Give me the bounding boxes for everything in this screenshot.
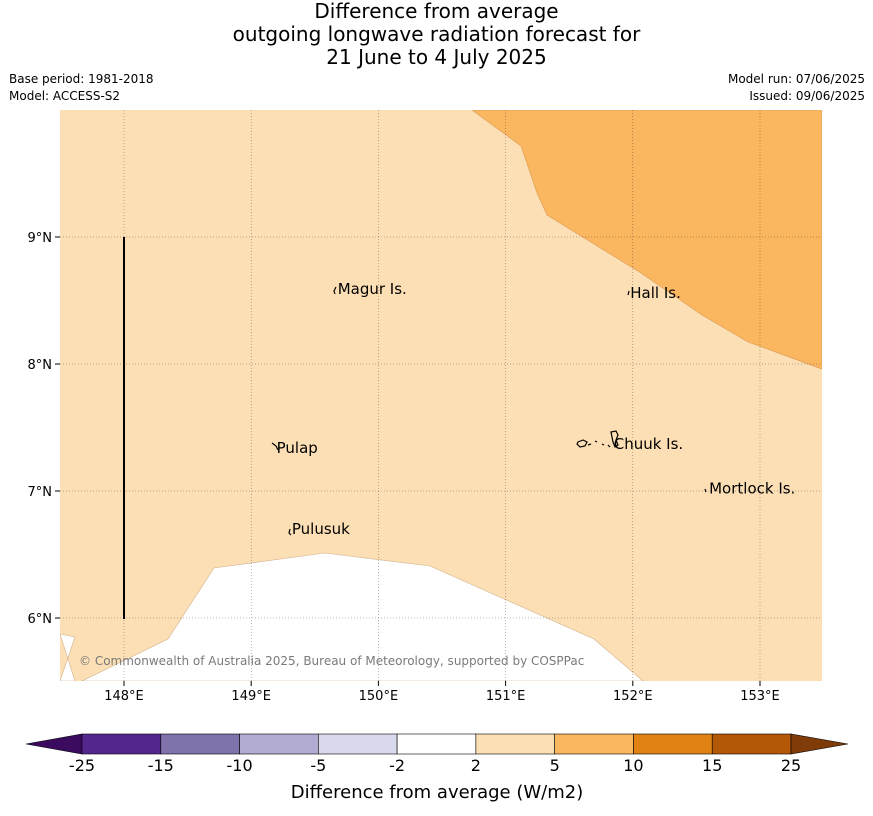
lon-tick-label: 148°E [104, 689, 144, 704]
title-line-2: outgoing longwave radiation forecast for [232, 22, 641, 46]
island-mortlock [704, 488, 707, 493]
colorbar-segment [711, 733, 792, 755]
copyright-notice: © Commonwealth of Australia 2025, Bureau… [79, 654, 584, 668]
neutral-region-west [60, 633, 76, 681]
colorbar-segment [475, 733, 555, 755]
lon-tick-label: 150°E [359, 689, 399, 704]
colorbar-label: Difference from average (W/m2) [291, 782, 583, 803]
island-magur [333, 286, 337, 295]
axis-ticks: 148°E 149°E 150°E 151°E 152°E 153°E 9°N 8°N 7°N 6… [28, 231, 780, 704]
place-labels: Magur Is. Hall Is. Pulap Chuuk Is. Mortlock … [277, 280, 796, 538]
colorbar-segment [633, 733, 713, 755]
colorbar-segment [396, 733, 477, 755]
place-label: Chuuk Is. [614, 435, 683, 453]
place-label: Mortlock Is. [709, 480, 795, 498]
meta-right: Model run: 07/06/2025 Issued: 09/06/2025 [728, 71, 865, 105]
place-label: Magur Is. [338, 280, 407, 298]
base-period: Base period: 1981-2018 [9, 72, 154, 86]
lon-tick-label: 153°E [740, 689, 780, 704]
colorbar-tick-label: 10 [623, 756, 643, 775]
anomaly-fill-5-10 [471, 110, 822, 370]
island-hall [627, 290, 630, 296]
colorbar-extend-high [790, 733, 849, 755]
lon-tick-label: 151°E [486, 689, 526, 704]
chart-title: Difference from average outgoing longwav… [0, 0, 873, 69]
colorbar-segment [239, 733, 319, 755]
place-label: Pulusuk [292, 520, 350, 538]
island-pulap [271, 442, 279, 451]
neutral-region-south [81, 552, 644, 681]
map-area: Magur Is. Hall Is. Pulap Chuuk Is. Mortlock … [60, 110, 822, 681]
islands [271, 286, 707, 536]
lat-tick-label: 6°N [28, 612, 53, 627]
meta-left: Base period: 1981-2018 Model: ACCESS-S2 [9, 71, 154, 105]
colorbar-tick-label: 25 [781, 756, 801, 775]
place-label: Hall Is. [630, 284, 681, 302]
colorbar-tick-label: 5 [550, 756, 560, 775]
colorbar-segment [318, 733, 398, 755]
colorbar-tick-label: 15 [702, 756, 722, 775]
model-name: Model: ACCESS-S2 [9, 89, 121, 103]
colorbar-tick-label: -2 [389, 756, 405, 775]
lat-tick-label: 9°N [28, 231, 53, 246]
island-chuuk [576, 430, 619, 448]
colorbar-tick-label: -15 [148, 756, 174, 775]
colorbar-tick-label: -25 [69, 756, 95, 775]
title-line-1: Difference from average [314, 0, 559, 23]
title-line-3: 21 June to 4 July 2025 [326, 45, 547, 69]
colorbar-extend-low [25, 733, 83, 755]
colorbar-tick-label: 2 [471, 756, 481, 775]
island-pulusuk [288, 528, 292, 536]
place-label: Pulap [277, 439, 318, 457]
lat-tick-label: 7°N [28, 485, 53, 500]
colorbar: -25 -15 -10 -5 -2 2 5 10 15 25 [25, 733, 849, 775]
colorbar-tick-label: -10 [226, 756, 252, 775]
colorbar-tick-label: -5 [310, 756, 326, 775]
issued-date: Issued: 09/06/2025 [749, 89, 865, 103]
lon-tick-label: 152°E [613, 689, 653, 704]
lon-tick-label: 149°E [231, 689, 271, 704]
colorbar-segment [554, 733, 634, 755]
model-run: Model run: 07/06/2025 [727, 72, 865, 86]
colorbar-segment [160, 733, 240, 755]
lat-tick-label: 8°N [28, 358, 53, 373]
colorbar-segment [81, 733, 162, 755]
